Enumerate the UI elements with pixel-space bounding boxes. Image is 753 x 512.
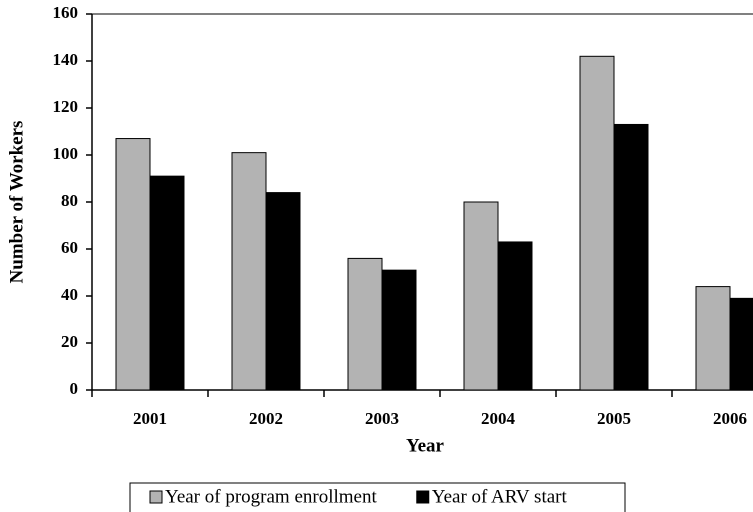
bar — [381, 269, 417, 391]
legend-label: Year of program enrollment — [165, 486, 377, 507]
bar — [231, 152, 267, 391]
x-tick-label: 2006 — [713, 409, 747, 428]
y-tick-label: 100 — [53, 144, 79, 163]
legend-box — [129, 482, 626, 512]
y-tick-label: 80 — [61, 191, 78, 210]
y-tick-label: 160 — [53, 3, 79, 22]
x-axis-title: Year — [406, 435, 445, 456]
x-tick-label: 2002 — [249, 409, 283, 428]
y-tick-label: 120 — [53, 97, 79, 116]
bar — [497, 241, 533, 391]
y-tick-label: 140 — [53, 50, 79, 69]
bar — [613, 123, 649, 391]
x-tick-label: 2003 — [365, 409, 399, 428]
y-tick-label: 40 — [61, 285, 78, 304]
bar — [695, 286, 731, 391]
x-tick-label: 2005 — [597, 409, 631, 428]
bar — [347, 257, 383, 391]
bar — [463, 201, 499, 391]
legend-swatch — [149, 490, 163, 504]
bar — [149, 175, 185, 391]
x-tick-label: 2001 — [133, 409, 167, 428]
bar — [579, 55, 615, 391]
y-tick-label: 20 — [61, 332, 78, 351]
legend-label: Year of ARV start — [432, 486, 568, 507]
y-axis-title: Number of Workers — [6, 121, 27, 284]
bar — [115, 138, 151, 391]
bar — [265, 192, 301, 391]
y-tick-label: 60 — [61, 238, 78, 257]
legend-swatch — [416, 490, 430, 504]
bar — [729, 297, 753, 391]
x-tick-label: 2004 — [481, 409, 516, 428]
y-tick-label: 0 — [70, 379, 79, 398]
